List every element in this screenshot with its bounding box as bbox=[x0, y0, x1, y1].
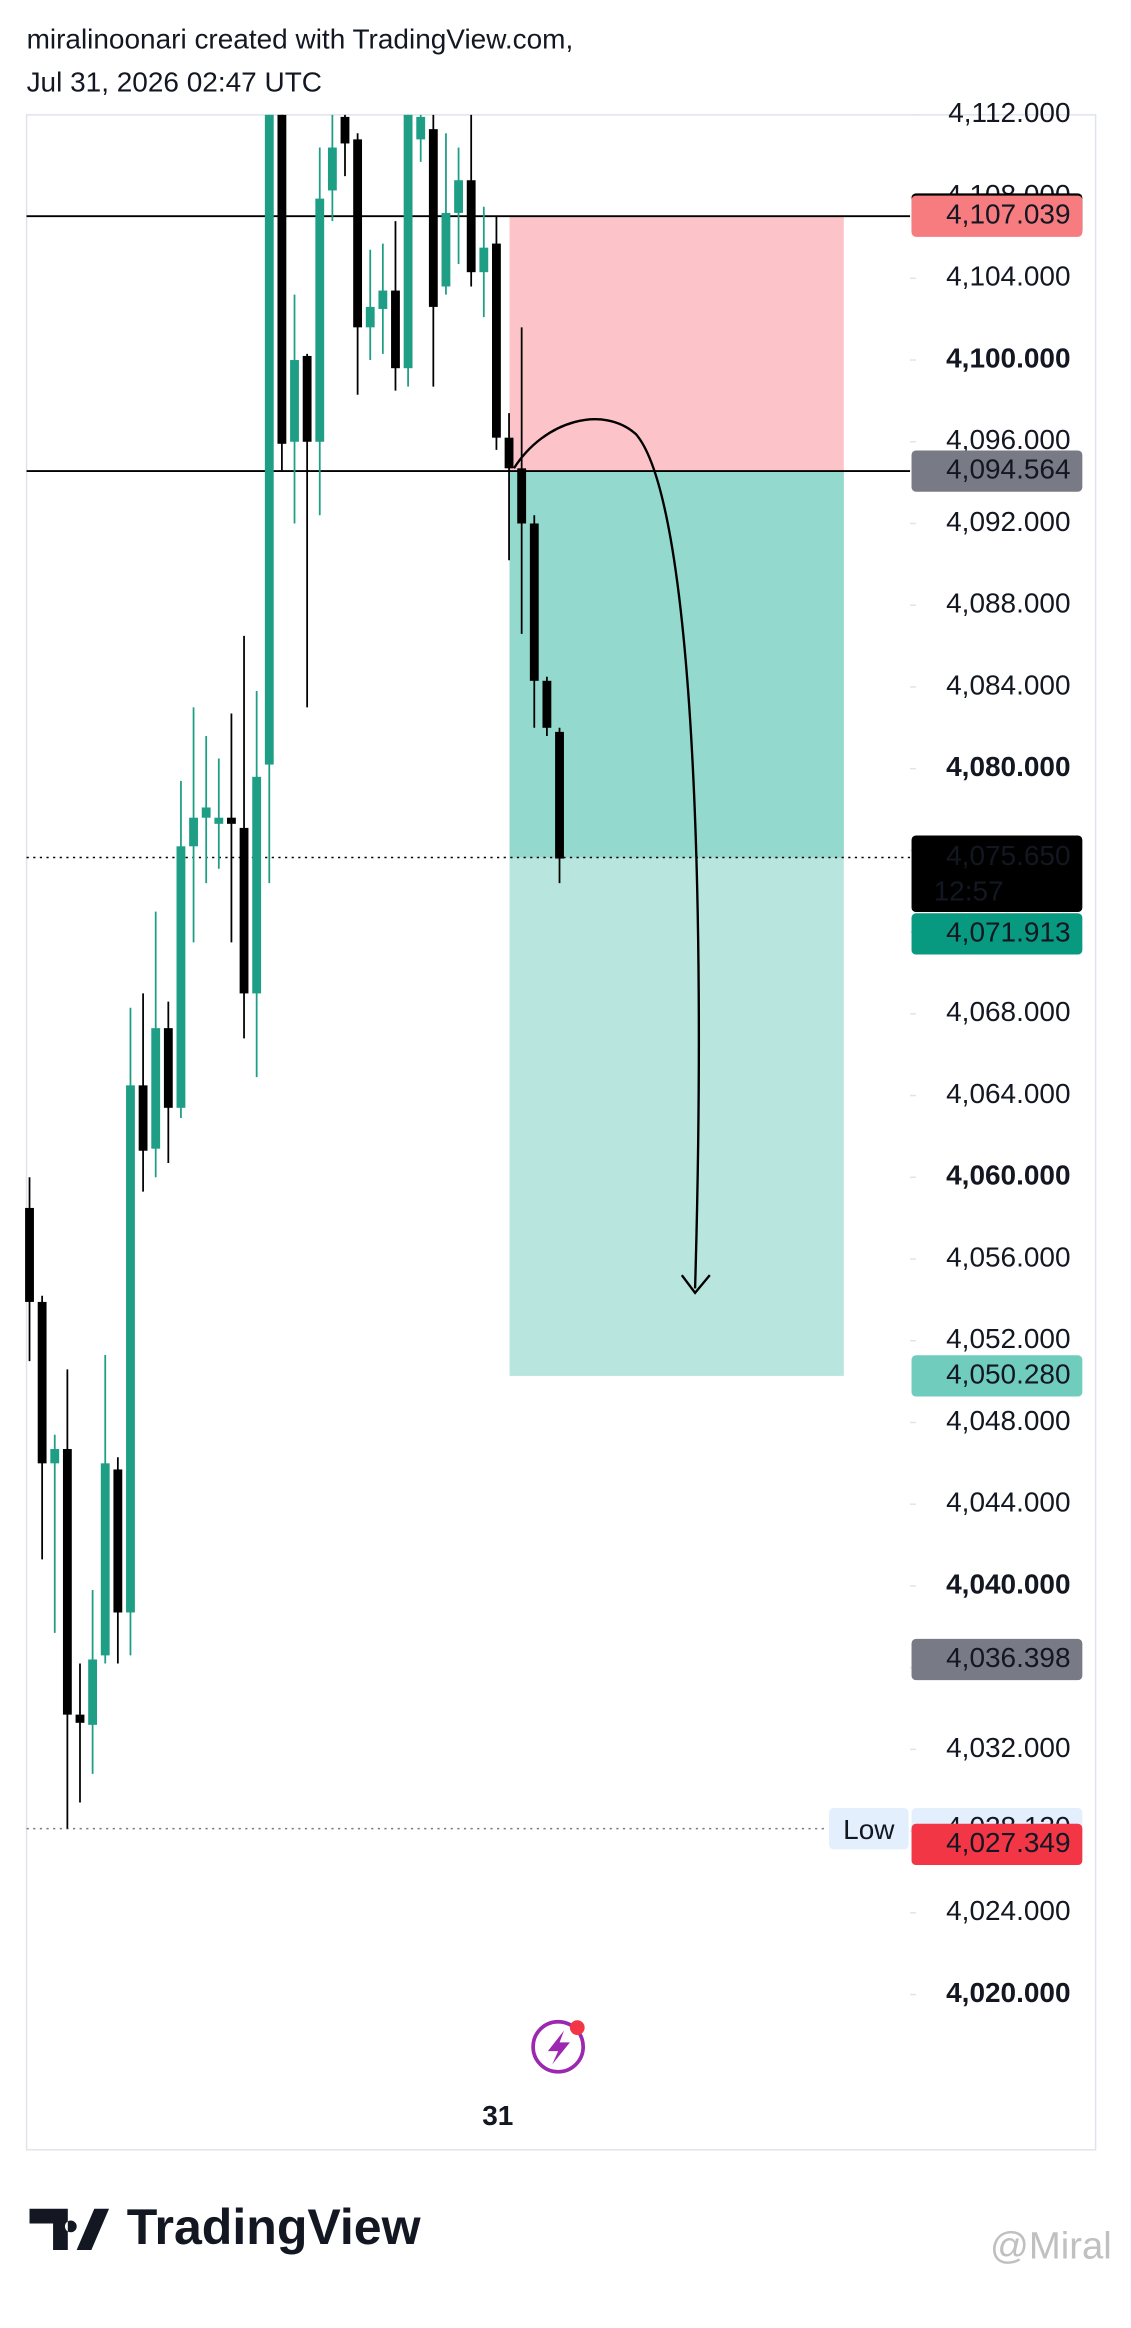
y-tick-label: 4,040.000 bbox=[946, 1568, 1070, 1599]
candle-body bbox=[290, 360, 299, 442]
candle-body bbox=[176, 846, 186, 1108]
candle-body bbox=[428, 129, 438, 307]
candle-body bbox=[239, 827, 249, 994]
candle-body bbox=[454, 180, 463, 213]
candle-body bbox=[277, 114, 287, 444]
candle-body bbox=[214, 817, 224, 824]
alert-icon-bolt bbox=[547, 2030, 570, 2065]
alert-icon[interactable] bbox=[531, 2019, 586, 2074]
price-label-box bbox=[911, 450, 1083, 492]
y-tick-label: 4,084.000 bbox=[946, 669, 1070, 700]
y-tick-label: 4,068.000 bbox=[946, 996, 1070, 1027]
low-tag-box bbox=[829, 1808, 909, 1850]
header-line: miralinoonari created with TradingView.c… bbox=[27, 24, 574, 55]
y-tick-label: 4,048.000 bbox=[946, 1405, 1070, 1436]
price-label: 4,036.398 bbox=[946, 1642, 1070, 1673]
y-tick-label: 4,100.000 bbox=[946, 342, 1070, 373]
y-tick-label: 4,080.000 bbox=[946, 751, 1070, 782]
price-label-box bbox=[911, 195, 1083, 237]
candle-body bbox=[555, 731, 564, 859]
candle-body bbox=[25, 1207, 34, 1302]
y-tick-label: 4,032.000 bbox=[946, 1732, 1070, 1763]
candle-body bbox=[302, 355, 312, 442]
y-tick-label: 4,052.000 bbox=[946, 1323, 1070, 1354]
y-tick-label: 4,064.000 bbox=[946, 1078, 1070, 1109]
candle-body bbox=[315, 198, 325, 442]
candle-body bbox=[517, 468, 527, 524]
y-tick-label: 4,044.000 bbox=[946, 1487, 1070, 1518]
candle-body bbox=[163, 1028, 173, 1108]
price-label-box bbox=[911, 1823, 1083, 1866]
y-tick-label: 4,060.000 bbox=[946, 1160, 1070, 1191]
chart-frame bbox=[25, 114, 1097, 2151]
candle-body bbox=[479, 247, 489, 273]
candle-body bbox=[353, 139, 363, 328]
alert-dot bbox=[569, 2020, 585, 2035]
candle-body bbox=[189, 817, 198, 847]
candle-body bbox=[151, 1028, 161, 1149]
watermark: @Miral bbox=[990, 2225, 1112, 2268]
candle-body bbox=[416, 116, 426, 140]
candle-body bbox=[492, 243, 501, 438]
candle-body bbox=[264, 114, 274, 765]
candle-body bbox=[252, 776, 262, 994]
y-tick-label: 4,056.000 bbox=[946, 1241, 1070, 1272]
price-label: 4,050.280 bbox=[946, 1358, 1070, 1389]
candle-body bbox=[391, 290, 400, 369]
candle-body bbox=[113, 1469, 123, 1613]
price-label-box bbox=[911, 1355, 1083, 1397]
candle-body bbox=[62, 1449, 72, 1715]
candle-body bbox=[441, 212, 451, 287]
low-tag: Low bbox=[843, 1814, 895, 1845]
x-tick-label: 31 bbox=[482, 2100, 513, 2131]
price-label: 4,094.564 bbox=[946, 453, 1070, 484]
candle-body bbox=[138, 1085, 148, 1151]
candle-body bbox=[466, 180, 476, 273]
stop-zone bbox=[509, 216, 844, 472]
candle-body bbox=[75, 1714, 85, 1723]
logo-mark bbox=[29, 2208, 110, 2250]
countdown: 12:57 bbox=[934, 875, 1004, 906]
price-label: 4,027.349 bbox=[946, 1827, 1070, 1858]
header-line: Jul 31, 2026 02:47 UTC bbox=[27, 66, 322, 97]
y-tick-label: 4,088.000 bbox=[946, 588, 1070, 619]
candle-body bbox=[403, 114, 413, 369]
plot: 4,020.0004,024.0004,028.0004,032.0004,03… bbox=[25, 97, 1083, 2008]
y-tick-label: 4,092.000 bbox=[946, 506, 1070, 537]
y-tick-label: 4,104.000 bbox=[946, 261, 1070, 292]
candle-body bbox=[37, 1301, 47, 1464]
candle-body bbox=[227, 817, 236, 824]
price-label-box bbox=[911, 1638, 1083, 1681]
candle-body bbox=[201, 807, 211, 818]
candle-body bbox=[327, 147, 337, 191]
price-label-box bbox=[911, 913, 1083, 955]
y-tick-label: 4,112.000 bbox=[948, 97, 1070, 128]
candle-body bbox=[340, 116, 350, 144]
candle-body bbox=[378, 290, 388, 309]
y-tick-label: 4,020.000 bbox=[946, 1977, 1070, 2008]
candle-body bbox=[542, 680, 552, 728]
price-label: 4,075.650 bbox=[946, 840, 1070, 871]
candle-body bbox=[365, 306, 375, 328]
arrow-head bbox=[680, 1274, 711, 1295]
y-tick-label: 4,024.000 bbox=[946, 1895, 1070, 1926]
logo-text: TradingView bbox=[127, 2199, 422, 2255]
candle-body bbox=[88, 1659, 98, 1725]
candle-body bbox=[50, 1449, 60, 1464]
price-label: 4,071.913 bbox=[946, 916, 1070, 947]
candle-body bbox=[504, 437, 514, 469]
price-label-box bbox=[911, 835, 1083, 913]
candle-body bbox=[126, 1085, 135, 1613]
price-label: 4,107.039 bbox=[946, 199, 1070, 230]
candle-body bbox=[529, 523, 539, 681]
profit-zone bbox=[509, 471, 844, 858]
arrow-curve bbox=[512, 418, 701, 1289]
y-tick-label: 4,096.000 bbox=[946, 424, 1070, 455]
candle-body bbox=[100, 1463, 110, 1656]
